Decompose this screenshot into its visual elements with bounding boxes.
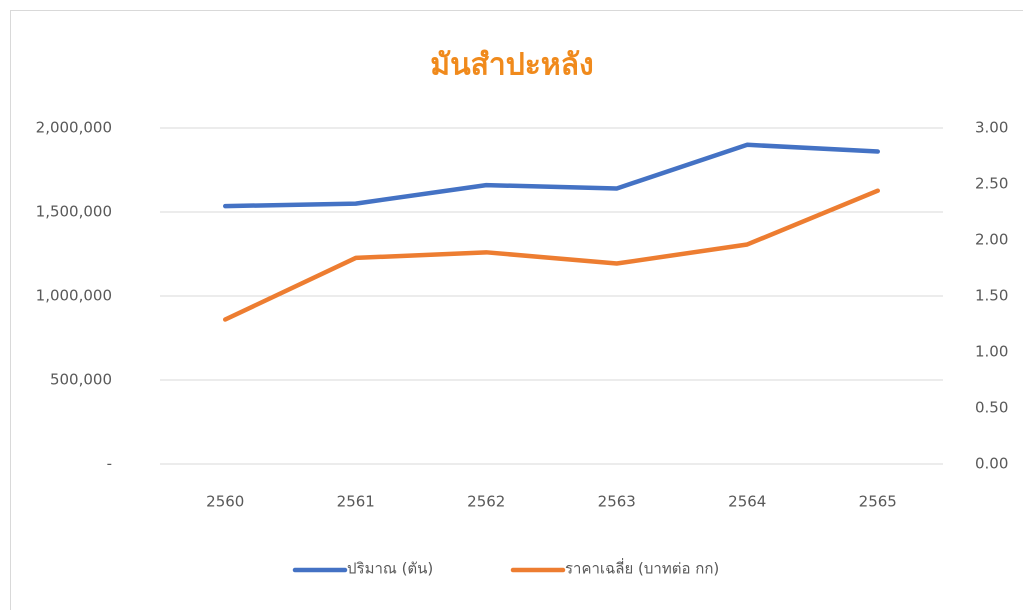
y2-tick-label: 1.00 — [975, 343, 1008, 361]
x-tick-label: 2562 — [467, 493, 505, 511]
x-tick-label: 2565 — [859, 493, 897, 511]
y2-tick-label: 2.00 — [975, 231, 1008, 249]
y2-tick-label: 1.50 — [975, 287, 1008, 305]
y-tick-label: 1,000,000 — [36, 287, 112, 305]
series-line — [223, 142, 880, 209]
legend-label: ปริมาณ (ตัน) — [347, 560, 433, 578]
y-tick-label: 1,500,000 — [36, 203, 112, 221]
x-tick-label: 2561 — [337, 493, 375, 511]
chart-title: มันสำปะหลัง — [430, 48, 593, 83]
y2-tick-label: 0.00 — [975, 455, 1008, 473]
y-tick-label: 500,000 — [50, 371, 112, 389]
x-tick-label: 2564 — [728, 493, 766, 511]
chart-border — [10, 10, 1023, 610]
y-tick-label: - — [107, 455, 112, 473]
y2-tick-label: 3.00 — [975, 119, 1008, 137]
y-tick-label: 2,000,000 — [36, 119, 112, 137]
series-line — [223, 188, 880, 322]
legend-label: ราคาเฉลี่ย (บาทต่อ กก) — [565, 558, 719, 578]
y2-tick-label: 2.50 — [975, 175, 1008, 193]
x-tick-label: 2560 — [206, 493, 244, 511]
y2-tick-label: 0.50 — [975, 399, 1008, 417]
x-tick-label: 2563 — [598, 493, 636, 511]
